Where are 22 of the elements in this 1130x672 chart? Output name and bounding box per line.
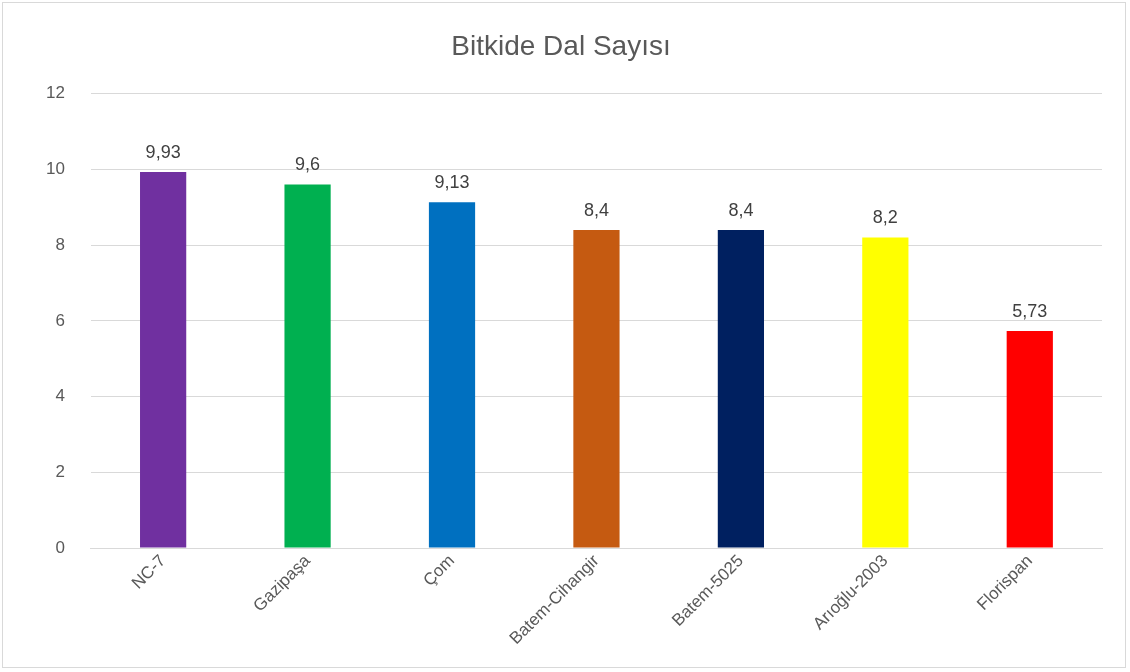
data-label: 8,2 (872, 207, 898, 228)
chart-title: Bitkide Dal Sayısı (451, 29, 671, 61)
bar (862, 237, 909, 548)
bar (140, 172, 187, 548)
bar (284, 184, 331, 548)
data-label: 8,4 (583, 199, 609, 220)
bar (717, 229, 765, 548)
data-label: 5,73 (1012, 301, 1048, 322)
bar (428, 202, 476, 548)
y-tick-label: 10 (45, 159, 65, 179)
y-tick-label: 8 (55, 234, 65, 254)
data-label: 9,6 (295, 154, 321, 175)
y-tick-label: 6 (55, 310, 65, 330)
y-tick-label: 2 (55, 462, 65, 482)
data-label: 9,93 (145, 141, 181, 162)
bar (573, 229, 620, 548)
y-tick-label: 4 (55, 386, 65, 406)
data-label: 8,4 (728, 199, 754, 220)
bar (1006, 331, 1053, 548)
y-tick-label: 12 (45, 83, 65, 103)
data-label: 9,13 (434, 172, 470, 193)
y-tick-label: 0 (55, 537, 65, 557)
